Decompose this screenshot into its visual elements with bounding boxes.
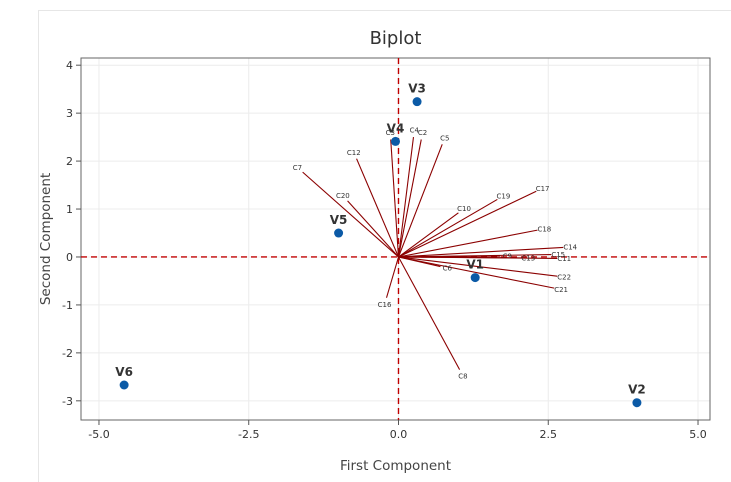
loading-vector-c10 <box>398 212 459 258</box>
y-tick-label: 0 <box>66 251 73 264</box>
loading-label-c3: C3 <box>386 129 395 137</box>
y-tick-label: -2 <box>62 347 73 360</box>
y-tick-label: 1 <box>66 203 73 216</box>
loading-label-c19: C19 <box>496 192 510 200</box>
loading-vector-c22 <box>398 256 558 277</box>
frame-top-border <box>38 10 731 11</box>
loading-label-c15: C15 <box>551 251 565 259</box>
y-tick-label: -3 <box>62 395 73 408</box>
loading-label-c11: C11 <box>557 255 571 263</box>
observation-label-v5: V5 <box>330 213 348 227</box>
observation-point-v1 <box>470 273 480 283</box>
loading-vector-c21 <box>398 256 555 289</box>
x-axis-label: First Component <box>340 458 451 474</box>
loading-vector-c20 <box>347 200 399 258</box>
observation-point-v3 <box>412 97 422 107</box>
loading-vector-c13 <box>398 256 522 259</box>
loading-vector-c17 <box>398 190 537 258</box>
loading-label-c20: C20 <box>336 192 350 200</box>
loading-label-c4: C4 <box>410 127 420 135</box>
y-tick-label: 2 <box>66 155 73 168</box>
chart-title: Biplot <box>370 28 422 49</box>
observation-label-v3: V3 <box>408 82 426 96</box>
loading-label-c18: C18 <box>537 225 551 233</box>
y-tick-label: 4 <box>66 59 73 72</box>
loading-label-c14: C14 <box>563 243 577 251</box>
observation-point-v4 <box>391 136 400 146</box>
x-tick-label: -2.5 <box>238 428 259 441</box>
loading-label-c16: C16 <box>378 301 392 309</box>
loading-vector-c12 <box>356 158 400 258</box>
axis-ticks: -5.0 -2.5 0.0 2.5 5.0 -3 -2 -1 0 1 2 3 4 <box>62 59 707 441</box>
reference-lines <box>81 58 710 420</box>
loading-vector-c7 <box>302 171 399 258</box>
observation-label-v1: V1 <box>466 258 484 272</box>
observation-label-v2: V2 <box>628 383 646 397</box>
observation-label-v4: V4 <box>387 121 405 135</box>
frame-left-border <box>38 10 39 482</box>
loading-label-c21: C21 <box>554 286 568 294</box>
x-tick-label: 0.0 <box>390 428 408 441</box>
plot-area <box>80 57 711 421</box>
loading-label-c7: C7 <box>293 164 302 172</box>
loading-label-c12: C12 <box>347 149 361 157</box>
loading-vector-c18 <box>398 229 538 258</box>
loading-label-c17: C17 <box>536 185 550 193</box>
loading-vector-c8 <box>398 256 461 370</box>
loading-label-c2: C2 <box>418 129 427 137</box>
y-tick-label: -1 <box>62 299 73 312</box>
loading-label-c13: C13 <box>521 254 535 262</box>
loading-vector-c16 <box>385 256 400 298</box>
observation-point-v2 <box>632 398 642 408</box>
observation-label-v6: V6 <box>115 365 133 379</box>
loading-vector-c5 <box>397 144 443 258</box>
observation-points: V1 V2 V3 V4 V5 V6 <box>115 82 646 408</box>
x-tick-label: 2.5 <box>540 428 558 441</box>
y-tick-label: 3 <box>66 107 73 120</box>
loading-label-c9: C9 <box>503 252 512 260</box>
observation-point-v6 <box>119 380 129 390</box>
loading-vector-c3 <box>390 139 400 258</box>
loading-vector-c2 <box>397 139 422 258</box>
x-tick-label: -5.0 <box>88 428 109 441</box>
x-tick-label: 5.0 <box>689 428 707 441</box>
loading-vector-c19 <box>398 198 498 258</box>
observation-point-v5 <box>334 228 344 238</box>
loading-label-c5: C5 <box>440 134 449 142</box>
grid-lines <box>81 58 710 420</box>
loading-vector-c14 <box>398 246 564 258</box>
loading-label-c8: C8 <box>458 372 467 380</box>
y-axis-label: Second Component <box>38 173 54 305</box>
loading-vector-c4 <box>397 137 415 258</box>
loading-label-c10: C10 <box>457 205 471 213</box>
loading-vector-c6 <box>398 256 441 268</box>
loading-label-c6: C6 <box>443 265 453 273</box>
loading-label-c22: C22 <box>557 273 571 281</box>
